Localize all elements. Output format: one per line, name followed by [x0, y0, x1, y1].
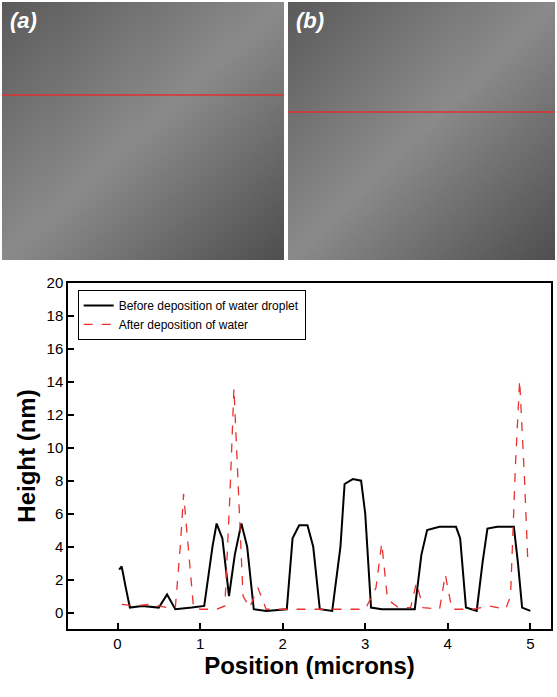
svg-text:6: 6	[55, 505, 63, 522]
svg-text:10: 10	[47, 439, 64, 456]
svg-text:8: 8	[55, 472, 63, 489]
svg-text:3: 3	[361, 635, 369, 652]
svg-text:14: 14	[47, 373, 64, 390]
svg-text:16: 16	[47, 340, 64, 357]
svg-text:1: 1	[196, 635, 204, 652]
svg-text:4: 4	[444, 635, 452, 652]
svg-text:Before deposition of water dro: Before deposition of water droplet	[119, 299, 299, 313]
svg-text:(b): (b)	[296, 8, 324, 33]
svg-text:Position (microns): Position (microns)	[204, 652, 415, 679]
svg-text:0: 0	[113, 635, 121, 652]
svg-text:0: 0	[55, 604, 63, 621]
svg-text:Height (nm): Height (nm)	[13, 389, 40, 522]
svg-text:18: 18	[47, 307, 64, 324]
svg-text:20: 20	[47, 274, 64, 291]
svg-text:4: 4	[55, 538, 63, 555]
svg-text:12: 12	[47, 406, 64, 423]
svg-text:After deposition of water: After deposition of water	[119, 318, 248, 332]
svg-text:2: 2	[55, 571, 63, 588]
svg-text:5: 5	[526, 635, 534, 652]
svg-text:(a): (a)	[10, 8, 37, 33]
svg-text:2: 2	[278, 635, 286, 652]
